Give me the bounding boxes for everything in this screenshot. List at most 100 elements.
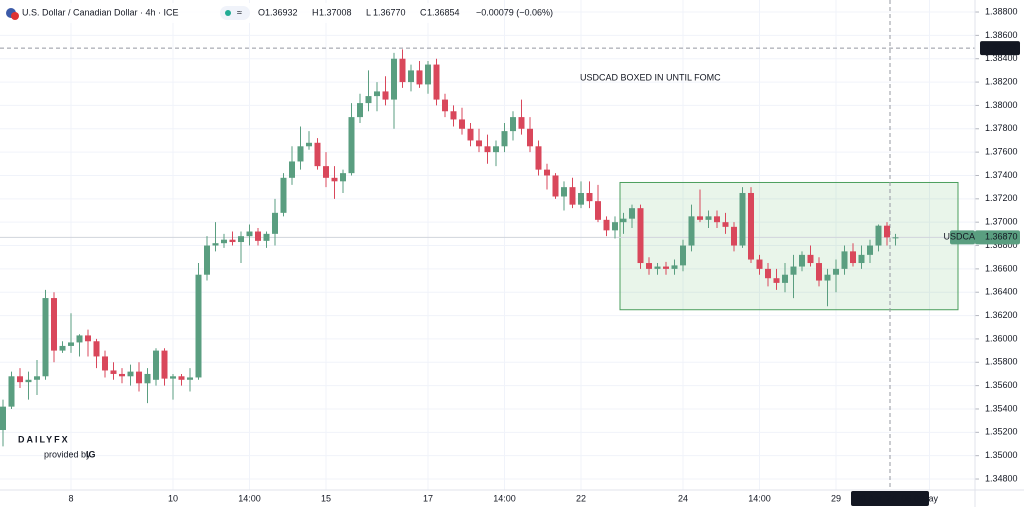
candle-body bbox=[331, 177, 338, 182]
candle-body bbox=[382, 91, 389, 100]
candle-body bbox=[442, 99, 448, 112]
candle-body bbox=[229, 239, 236, 243]
y-tick-label: 1.36200 bbox=[985, 310, 1018, 320]
x-tick-label: 14:00 bbox=[748, 493, 771, 503]
candle-body bbox=[136, 371, 142, 384]
annotation-text: USDCAD BOXED IN UNTIL FOMC bbox=[580, 72, 721, 82]
candle-body bbox=[680, 245, 686, 266]
candle-body bbox=[586, 192, 593, 202]
candle-body bbox=[450, 111, 457, 120]
y-tick-label: 1.38600 bbox=[985, 30, 1018, 40]
candle-body bbox=[790, 266, 797, 275]
candle-body bbox=[595, 201, 601, 220]
candle-body bbox=[629, 208, 635, 219]
price-name-tag bbox=[950, 230, 975, 245]
plot: USDCAD BOXED IN UNTIL FOMC bbox=[0, 0, 975, 490]
candle-body bbox=[714, 216, 720, 223]
candle-body bbox=[799, 254, 805, 267]
flag-icon-2 bbox=[11, 12, 19, 20]
x-tick-label: 15 bbox=[321, 493, 331, 503]
y-tick-label: 1.37400 bbox=[985, 170, 1018, 180]
x-tick-label: 17 bbox=[423, 493, 433, 503]
candle-body bbox=[552, 175, 559, 197]
logo-partner: IG bbox=[86, 449, 96, 459]
candle-body bbox=[399, 58, 406, 83]
price-tag-label: 1.36870 bbox=[985, 232, 1018, 242]
candle-body bbox=[510, 117, 516, 132]
candle-body bbox=[340, 173, 346, 182]
candle-body bbox=[756, 259, 763, 269]
candle-body bbox=[314, 142, 321, 167]
candle-body bbox=[697, 216, 703, 220]
candle-body bbox=[408, 70, 414, 83]
y-tick-label: 1.38400 bbox=[985, 53, 1018, 63]
y-tick-label: 1.35800 bbox=[985, 357, 1018, 367]
candle-body bbox=[127, 371, 134, 377]
candle-body bbox=[195, 274, 202, 378]
ohlc-value: 1.37008 bbox=[319, 7, 352, 17]
candle-body bbox=[731, 226, 737, 246]
x-tick-label: 14:00 bbox=[238, 493, 261, 503]
candle-body bbox=[153, 350, 159, 380]
y-tick-label: 1.34800 bbox=[985, 473, 1018, 483]
x-tick-label: 10 bbox=[168, 493, 178, 503]
candle-body bbox=[663, 266, 669, 269]
candle-body bbox=[705, 216, 712, 220]
candle-body bbox=[850, 251, 856, 264]
candle-body bbox=[620, 218, 627, 223]
candle-body bbox=[102, 356, 108, 371]
candle-body bbox=[110, 370, 117, 374]
candle-body bbox=[255, 231, 261, 241]
crosshair-tag bbox=[851, 491, 929, 506]
candle-body bbox=[646, 263, 652, 269]
candle-body bbox=[722, 222, 729, 227]
candle-body bbox=[51, 298, 57, 351]
ohlc-key: O bbox=[258, 7, 265, 17]
candle-body bbox=[544, 169, 550, 176]
price-name-label: USDCAD bbox=[943, 232, 982, 242]
candle-body bbox=[578, 192, 584, 205]
candle-body bbox=[773, 278, 780, 283]
annotation-box bbox=[619, 181, 959, 311]
candle-body bbox=[459, 119, 465, 129]
candle-body bbox=[272, 212, 278, 234]
candle-body bbox=[867, 245, 873, 255]
candle-body bbox=[212, 243, 219, 246]
candle-body bbox=[535, 146, 542, 170]
candle-body bbox=[391, 58, 397, 100]
candle-body bbox=[42, 298, 49, 377]
logo-brand: DAILYFX bbox=[18, 434, 70, 444]
header-title: U.S. Dollar / Canadian Dollar · 4h · ICE bbox=[22, 7, 179, 17]
status-pill bbox=[220, 6, 250, 20]
candle-body bbox=[357, 103, 363, 118]
candle-body bbox=[858, 254, 865, 264]
candle-body bbox=[8, 376, 15, 407]
candle-body bbox=[246, 231, 253, 237]
candle-body bbox=[807, 254, 814, 264]
candle-body bbox=[238, 236, 244, 243]
y-tick-label: 1.35200 bbox=[985, 427, 1018, 437]
candle-body bbox=[637, 208, 644, 264]
candle-body bbox=[467, 128, 474, 141]
y-tick-label: 1.35600 bbox=[985, 380, 1018, 390]
candle-body bbox=[892, 237, 899, 239]
candle-body bbox=[816, 263, 822, 281]
candle-body bbox=[782, 274, 788, 283]
y-tick-label: 1.35400 bbox=[985, 403, 1018, 413]
y-tick-label: 1.37600 bbox=[985, 147, 1018, 157]
candle-body bbox=[493, 146, 499, 153]
x-tick-label: 24 bbox=[678, 493, 688, 503]
ohlc-key: H bbox=[312, 7, 319, 17]
candle-body bbox=[280, 177, 287, 213]
candle-body bbox=[875, 225, 882, 246]
candle-body bbox=[739, 192, 746, 246]
candle-body bbox=[527, 128, 533, 147]
candle-body bbox=[93, 341, 100, 357]
candle-body bbox=[603, 219, 610, 231]
candle-body bbox=[484, 146, 491, 153]
candle-body bbox=[34, 376, 40, 380]
candle-body bbox=[841, 251, 848, 269]
candle-body bbox=[289, 161, 295, 178]
x-tick-label: May bbox=[921, 493, 939, 503]
